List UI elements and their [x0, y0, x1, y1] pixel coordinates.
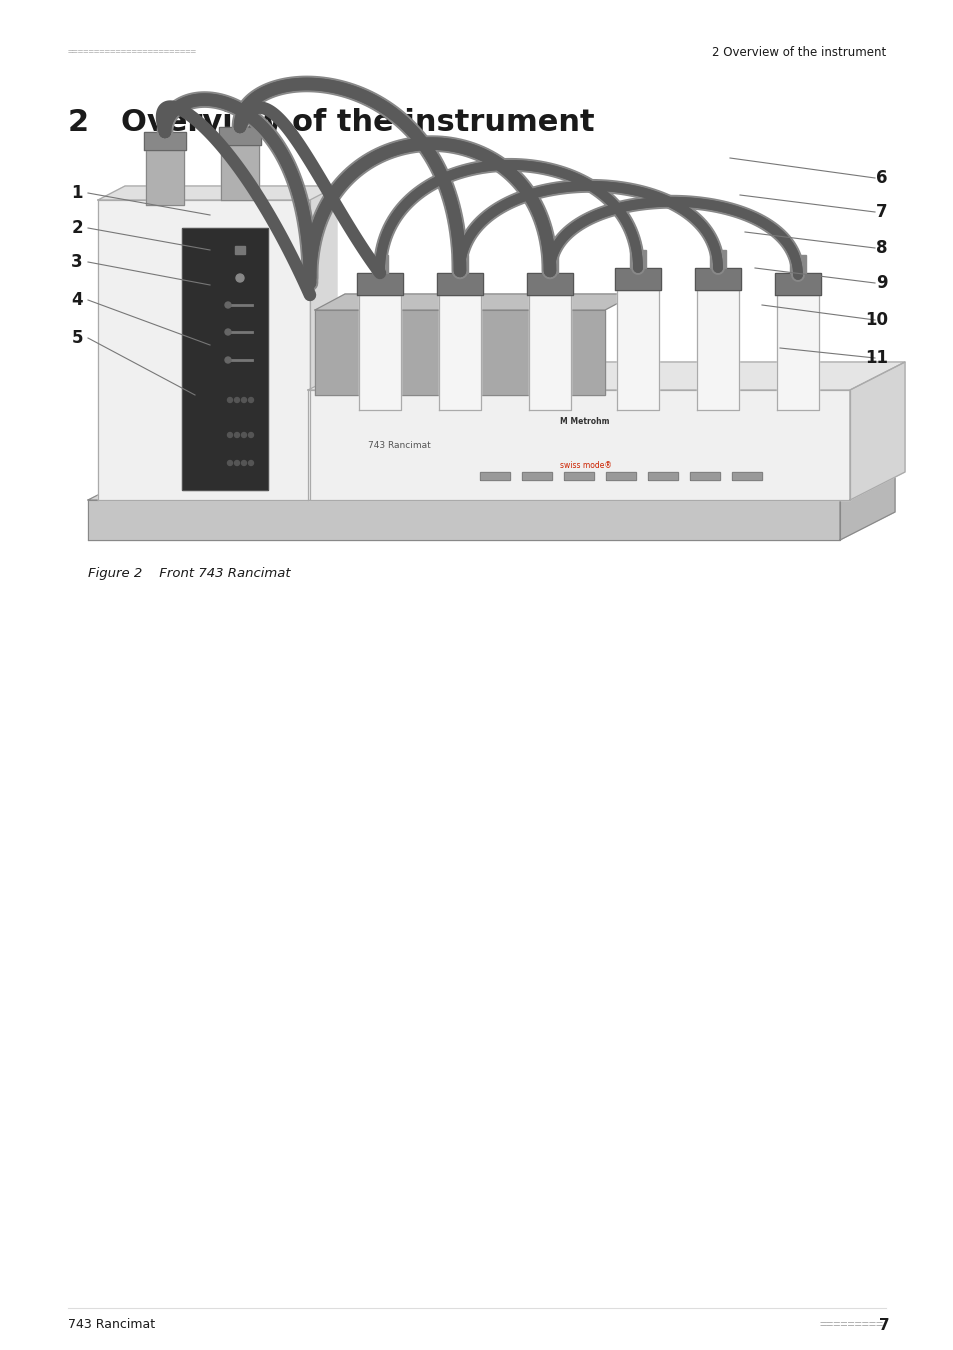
Polygon shape [563, 472, 594, 481]
Polygon shape [310, 186, 336, 500]
Polygon shape [709, 250, 725, 269]
Polygon shape [452, 255, 468, 273]
Circle shape [225, 302, 231, 308]
Text: 7: 7 [879, 1318, 889, 1332]
Polygon shape [789, 255, 805, 273]
Circle shape [234, 397, 239, 402]
Text: 6: 6 [876, 169, 887, 188]
Circle shape [227, 460, 233, 466]
Polygon shape [695, 269, 740, 290]
Text: 9: 9 [876, 274, 887, 292]
Circle shape [225, 329, 231, 335]
Circle shape [241, 397, 246, 402]
Circle shape [235, 274, 244, 282]
Text: Figure 2    Front 743 Rancimat: Figure 2 Front 743 Rancimat [88, 567, 291, 580]
Polygon shape [521, 472, 552, 481]
Polygon shape [776, 296, 818, 410]
Polygon shape [144, 132, 186, 150]
Text: 2   Overview of the instrument: 2 Overview of the instrument [68, 108, 594, 136]
Polygon shape [617, 290, 659, 410]
Polygon shape [356, 273, 402, 296]
Text: 11: 11 [864, 350, 887, 367]
Polygon shape [689, 472, 720, 481]
Polygon shape [88, 472, 894, 499]
Polygon shape [615, 269, 660, 290]
Polygon shape [146, 150, 184, 205]
Text: 743 Rancimat: 743 Rancimat [68, 1319, 155, 1331]
Polygon shape [541, 255, 558, 273]
Polygon shape [314, 310, 604, 396]
Polygon shape [438, 296, 480, 410]
Polygon shape [605, 472, 636, 481]
Text: =========: ========= [820, 1319, 883, 1331]
Circle shape [241, 460, 246, 466]
Circle shape [248, 432, 253, 437]
Circle shape [248, 460, 253, 466]
Text: 7: 7 [876, 202, 887, 221]
Polygon shape [221, 144, 258, 200]
Text: M Metrohm: M Metrohm [559, 417, 609, 427]
Polygon shape [372, 255, 388, 273]
Polygon shape [234, 246, 245, 254]
Polygon shape [774, 273, 821, 296]
Polygon shape [849, 362, 904, 500]
Polygon shape [840, 472, 894, 540]
Polygon shape [88, 500, 840, 540]
Circle shape [234, 460, 239, 466]
Text: 743 Rancimat: 743 Rancimat [368, 440, 431, 450]
Polygon shape [98, 186, 336, 200]
Circle shape [234, 432, 239, 437]
Text: 2 Overview of the instrument: 2 Overview of the instrument [711, 46, 885, 58]
Text: 4: 4 [71, 292, 83, 309]
Circle shape [225, 356, 231, 363]
Polygon shape [314, 294, 635, 310]
Text: 5: 5 [71, 329, 83, 347]
Polygon shape [436, 273, 482, 296]
Circle shape [241, 432, 246, 437]
Circle shape [227, 432, 233, 437]
Circle shape [227, 397, 233, 402]
Circle shape [248, 397, 253, 402]
Text: swiss mode®: swiss mode® [559, 460, 611, 470]
Polygon shape [98, 200, 310, 500]
Polygon shape [697, 290, 739, 410]
Text: 2: 2 [71, 219, 83, 238]
Text: 8: 8 [876, 239, 887, 256]
Polygon shape [182, 228, 268, 490]
Polygon shape [529, 296, 571, 410]
Polygon shape [479, 472, 510, 481]
Text: 1: 1 [71, 184, 83, 202]
Polygon shape [629, 250, 645, 269]
Polygon shape [358, 296, 400, 410]
Polygon shape [308, 390, 849, 500]
Polygon shape [526, 273, 573, 296]
Text: 10: 10 [864, 310, 887, 329]
Polygon shape [219, 127, 261, 144]
Polygon shape [308, 362, 904, 390]
Polygon shape [731, 472, 761, 481]
Text: ========================: ======================== [68, 47, 196, 57]
Polygon shape [647, 472, 678, 481]
Text: 3: 3 [71, 252, 83, 271]
